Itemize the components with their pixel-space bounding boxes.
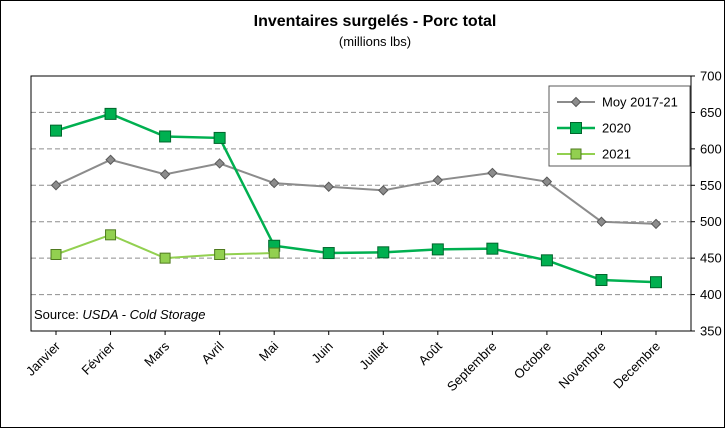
svg-text:Avril: Avril <box>198 338 226 366</box>
y-axis-labels: 350 400 450 500 550 600 650 700 <box>691 69 722 339</box>
svg-text:550: 550 <box>700 178 722 193</box>
svg-text:2020: 2020 <box>602 121 631 136</box>
svg-text:600: 600 <box>700 141 722 156</box>
svg-text:700: 700 <box>700 69 722 84</box>
svg-text:Août: Août <box>415 338 445 368</box>
svg-text:400: 400 <box>700 287 722 302</box>
source-name: USDA - Cold Storage <box>82 307 206 322</box>
svg-text:650: 650 <box>700 105 722 120</box>
svg-text:Mars: Mars <box>141 338 172 369</box>
x-axis-labels: Janvier Février Mars Avril Mai Juin Juillet Aoû… <box>23 331 663 394</box>
source-prefix: Source: <box>34 307 83 322</box>
svg-text:350: 350 <box>700 324 722 339</box>
svg-text:Novembre: Novembre <box>556 339 609 392</box>
line-chart: 350 400 450 500 550 600 650 700 Janvier Février Ma… <box>23 69 722 395</box>
source-label: Source: USDA - Cold Storage <box>34 307 206 322</box>
legend: Moy 2017-21 2020 2021 <box>548 85 691 167</box>
svg-text:500: 500 <box>700 214 722 229</box>
series-2020 <box>50 107 662 289</box>
chart-title: Inventaires surgelés - Porc total <box>253 13 497 30</box>
series-2021 <box>50 229 280 264</box>
svg-text:450: 450 <box>700 251 722 266</box>
svg-text:Mai: Mai <box>256 338 281 363</box>
gridlines <box>31 111 691 296</box>
svg-text:Juin: Juin <box>308 339 335 366</box>
svg-text:2021: 2021 <box>602 147 631 162</box>
series-moy-2017-21 <box>50 154 662 230</box>
svg-text:Moy 2017-21: Moy 2017-21 <box>602 95 678 110</box>
svg-text:Janvier: Janvier <box>23 338 64 379</box>
svg-text:Juillet: Juillet <box>356 338 390 372</box>
svg-text:Decembre: Decembre <box>610 339 663 392</box>
svg-text:Septembre: Septembre <box>444 339 500 395</box>
svg-text:Février: Février <box>78 338 118 378</box>
chart-subtitle: (millions lbs) <box>338 34 412 49</box>
svg-text:Octobre: Octobre <box>511 339 554 382</box>
